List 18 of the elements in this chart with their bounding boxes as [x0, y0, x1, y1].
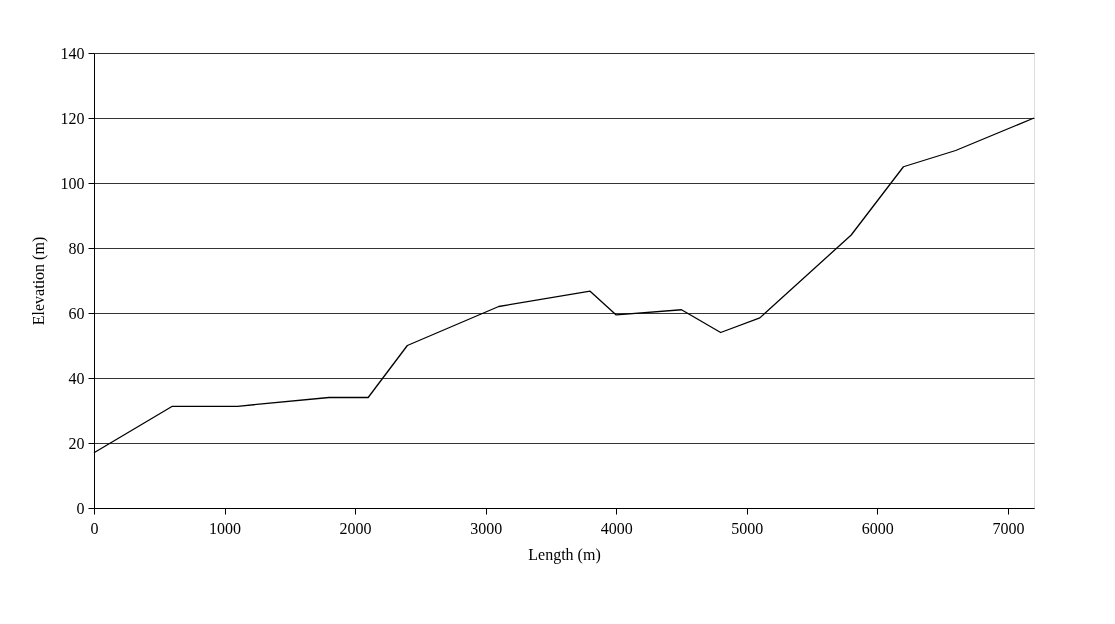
x-tick-label: 0 — [90, 519, 99, 537]
y-tick-label: 120 — [60, 109, 85, 127]
x-tick-label: 7000 — [992, 519, 1025, 537]
y-tick-label: 100 — [60, 174, 85, 192]
y-tick-label: 0 — [76, 499, 85, 517]
y-tick-label: 20 — [68, 434, 85, 452]
y-tick-label: 40 — [68, 369, 85, 387]
x-tick-label: 4000 — [600, 519, 633, 537]
y-axis-title: Elevation (m) — [29, 236, 48, 326]
y-tick-label: 60 — [68, 304, 85, 322]
x-tick-label: 6000 — [861, 519, 894, 537]
x-axis-title: Length (m) — [528, 545, 601, 564]
y-tick-label: 80 — [68, 239, 85, 257]
x-tick-label: 1000 — [209, 519, 242, 537]
x-tick-label: 3000 — [470, 519, 503, 537]
x-tick-label: 5000 — [731, 519, 764, 537]
y-tick-label: 140 — [60, 44, 85, 62]
x-tick-label: 2000 — [339, 519, 372, 537]
